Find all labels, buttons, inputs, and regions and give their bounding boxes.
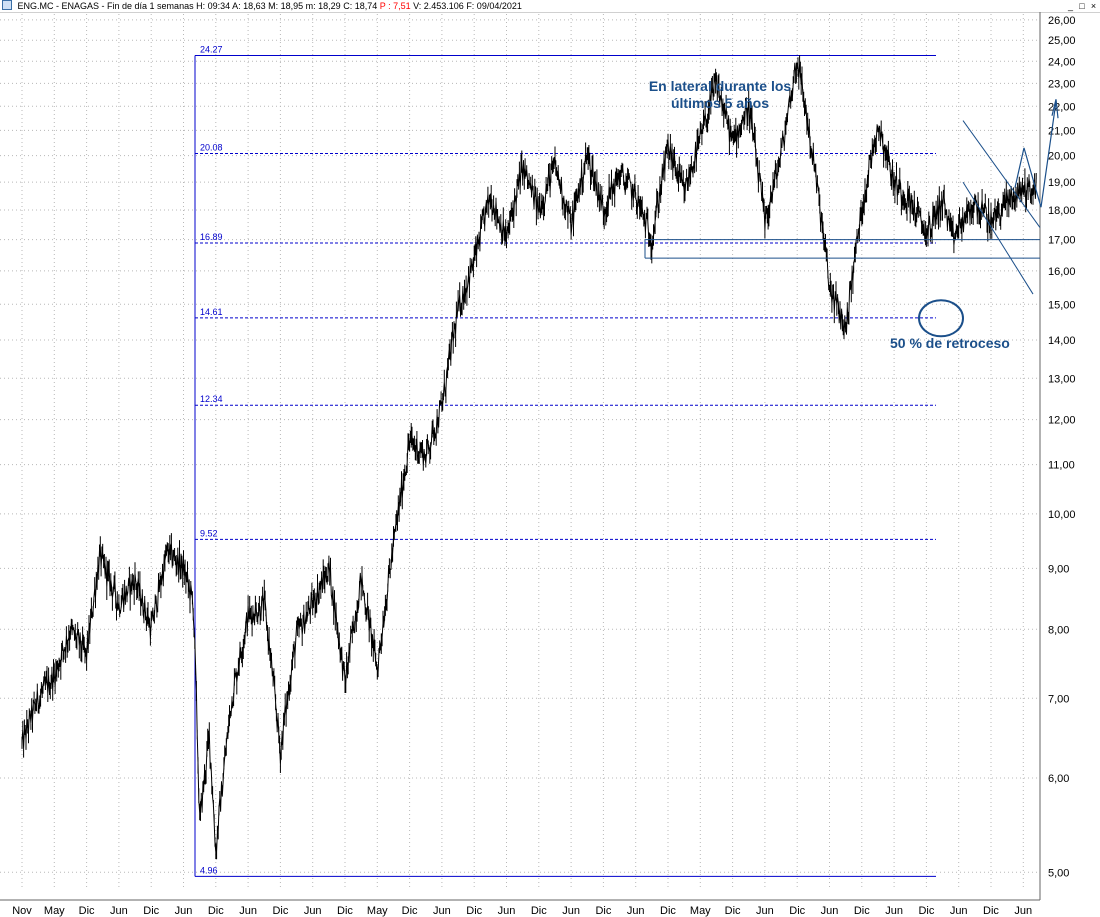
- y-tick-label: 25,00: [1048, 35, 1076, 47]
- y-tick-label: 12,00: [1048, 415, 1076, 427]
- x-tick-label: Jun: [627, 905, 645, 917]
- y-tick-label: 14,00: [1048, 335, 1076, 347]
- x-tick-label: Jun: [175, 905, 193, 917]
- retracement-circle: [918, 299, 964, 338]
- y-tick-label: 11,00: [1048, 460, 1075, 472]
- x-tick-label: Jun: [433, 905, 451, 917]
- header-field: M: 18,95: [268, 1, 306, 11]
- x-tick-label: Jun: [110, 905, 128, 917]
- x-tick-label: Dic: [337, 905, 353, 917]
- chart-title-bar: ENG.MC - ENAGAS - Fin de día 1 semanas H…: [0, 0, 1100, 13]
- x-tick-label: Dic: [725, 905, 741, 917]
- x-tick-label: Dic: [79, 905, 95, 917]
- fib-level-label: 14.61: [200, 307, 223, 317]
- y-tick-label: 15,00: [1048, 299, 1076, 311]
- header-field: C: 18,74: [343, 1, 380, 11]
- y-tick-label: 23,00: [1048, 78, 1076, 90]
- x-tick-label: Jun: [498, 905, 516, 917]
- x-tick-label: May: [690, 905, 711, 917]
- downtrend-channel-top: [962, 120, 1041, 228]
- header-field: H: 09:34: [196, 1, 233, 11]
- chart-header-text: ENG.MC - ENAGAS - Fin de día 1 semanas H…: [18, 1, 522, 11]
- minimize-icon[interactable]: _: [1067, 1, 1073, 11]
- close-icon[interactable]: ×: [1090, 1, 1097, 11]
- annotation-text: últimos 5 años: [671, 95, 769, 111]
- x-tick-label: Jun: [1014, 905, 1032, 917]
- price-line: [21, 55, 1037, 860]
- y-tick-label: 22,00: [1048, 101, 1076, 113]
- y-tick-label: 7,00: [1048, 693, 1069, 705]
- header-field: A: 18,63: [232, 1, 269, 11]
- y-tick-label: 18,00: [1048, 205, 1076, 217]
- x-tick-label: Dic: [272, 905, 288, 917]
- header-field: P : 7,51: [379, 1, 414, 11]
- y-tick-label: 9,00: [1048, 563, 1069, 575]
- x-tick-label: Dic: [208, 905, 224, 917]
- x-tick-label: May: [44, 905, 65, 917]
- x-axis: Nov May Dic Jun Dic Jun Dic Jun Dic Jun Dic May Dic J…: [0, 899, 1040, 917]
- x-tick-label: Dic: [983, 905, 999, 917]
- fib-level-label: 12.34: [200, 394, 223, 404]
- x-tick-label: Jun: [950, 905, 968, 917]
- x-tick-label: Jun: [885, 905, 903, 917]
- x-tick-label: Dic: [402, 905, 418, 917]
- annotation-text: En lateral durante los: [649, 78, 792, 94]
- x-tick-label: Dic: [918, 905, 934, 917]
- header-field: ENG.MC - ENAGAS - Fin de día 1 semanas: [17, 1, 197, 11]
- x-tick-label: Dic: [854, 905, 870, 917]
- x-tick-label: Dic: [595, 905, 611, 917]
- y-tick-label: 8,00: [1048, 624, 1069, 636]
- fib-level-label: 9.52: [200, 528, 218, 538]
- y-tick-label: 17,00: [1048, 235, 1076, 247]
- y-tick-label: 20,00: [1048, 151, 1076, 163]
- header-field: F: 09/04/2021: [466, 1, 522, 11]
- x-tick-label: Jun: [821, 905, 839, 917]
- x-tick-label: Dic: [531, 905, 547, 917]
- projection-path: [1014, 101, 1057, 208]
- price-series: [21, 55, 1037, 860]
- y-tick-label: 26,00: [1048, 15, 1076, 27]
- y-tick-label: 21,00: [1048, 125, 1076, 137]
- header-field: V: 2.453.106: [413, 1, 467, 11]
- fib-level-label: 20.08: [200, 143, 223, 153]
- chart-window-icon: [2, 0, 12, 10]
- x-tick-label: Dic: [660, 905, 676, 917]
- x-tick-label: Nov: [12, 905, 32, 917]
- y-tick-label: 5,00: [1048, 867, 1069, 879]
- maximize-icon[interactable]: □: [1079, 1, 1085, 11]
- x-tick-label: Jun: [562, 905, 580, 917]
- x-tick-label: Dic: [789, 905, 805, 917]
- downtrend-channel-bottom: [962, 181, 1034, 295]
- fibonacci-retracement: 24.27 20.08 16.89 14.61 12.34 9.52 4.96: [194, 45, 936, 877]
- x-tick-label: Jun: [756, 905, 774, 917]
- projection-arrowhead: [1051, 99, 1059, 119]
- y-tick-label: 24,00: [1048, 56, 1076, 68]
- header-field: m: 18,29: [305, 1, 344, 11]
- y-tick-label: 10,00: [1048, 509, 1076, 521]
- annotation-text: 50 % de retroceso: [890, 335, 1010, 351]
- x-tick-label: Dic: [143, 905, 159, 917]
- x-tick-label: Jun: [304, 905, 322, 917]
- x-tick-label: Jun: [239, 905, 257, 917]
- y-tick-label: 6,00: [1048, 773, 1069, 785]
- y-tick-label: 16,00: [1048, 266, 1076, 278]
- x-tick-label: Dic: [466, 905, 482, 917]
- window-controls: _ □ ×: [1066, 0, 1098, 12]
- fib-level-label: 24.27: [200, 45, 223, 55]
- y-tick-label: 19,00: [1048, 177, 1076, 189]
- trend-drawings: [644, 99, 1059, 338]
- y-tick-label: 13,00: [1048, 373, 1076, 385]
- fib-level-label: 16.89: [200, 232, 223, 242]
- x-tick-label: May: [367, 905, 388, 917]
- fib-level-label: 4.96: [200, 865, 218, 875]
- y-axis: 26,00 25,00 24,00 23,00 22,00 21,00 20,00 19,00…: [1039, 12, 1076, 900]
